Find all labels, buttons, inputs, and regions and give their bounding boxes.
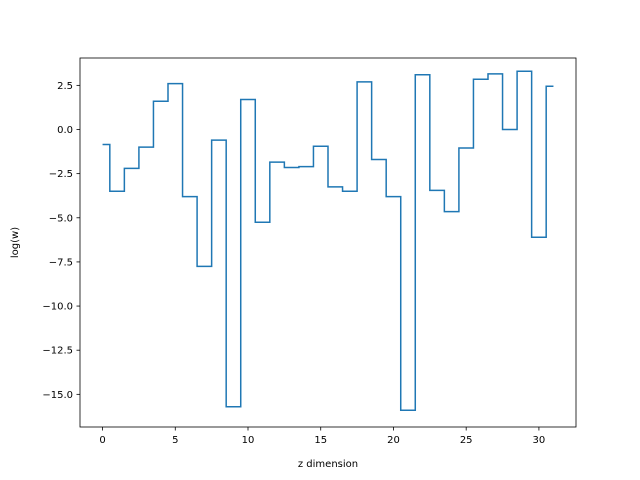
x-tick-label: 10	[242, 435, 255, 446]
y-tick-label: 0.0	[57, 125, 73, 136]
y-tick-label: −12.5	[42, 346, 73, 357]
series-line-0	[102, 70, 554, 411]
x-tick-label: 5	[172, 435, 178, 446]
x-tick-label: 20	[387, 435, 400, 446]
x-tick-label: 15	[314, 435, 327, 446]
x-tick-label: 25	[460, 435, 473, 446]
axes-frame	[79, 57, 577, 428]
x-tick-label: 30	[533, 435, 546, 446]
x-tick-label: 0	[99, 435, 105, 446]
y-tick-label: −7.5	[49, 257, 73, 268]
y-axis-label: log(w)	[10, 227, 21, 258]
y-tick-label: −10.0	[42, 302, 73, 313]
y-tick-label: −15.0	[42, 390, 73, 401]
y-tick-label: 2.5	[57, 81, 73, 92]
y-tick-label: −2.5	[49, 169, 73, 180]
axes: 0 5 10 15 20 25 30 2.5 0.0 −2.5 −5.0 −7.5 −10.0 −12.5…	[42, 57, 577, 446]
x-axis-label: z dimension	[298, 459, 358, 470]
plot-area	[102, 70, 554, 411]
y-tick-label: −5.0	[49, 213, 73, 224]
